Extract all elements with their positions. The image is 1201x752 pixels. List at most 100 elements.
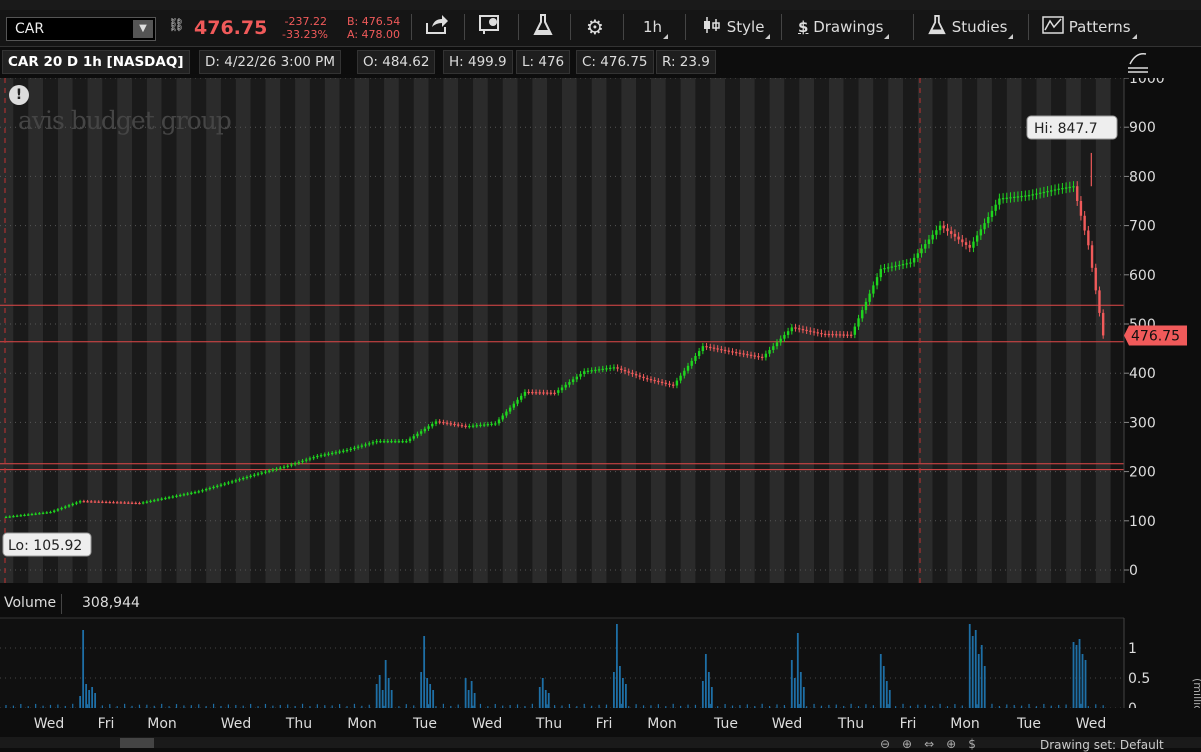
volume-bar: [220, 705, 222, 708]
candle-body: [45, 512, 48, 514]
candle-body: [90, 501, 93, 503]
candle-body: [924, 244, 927, 249]
volume-bar: [12, 705, 15, 708]
flag-button[interactable]: [478, 13, 502, 41]
candle-body: [508, 407, 512, 412]
candle-body: [1061, 188, 1064, 190]
session-band: [13, 78, 29, 583]
price-tick-label: 700: [1129, 219, 1156, 235]
trend-draw-icon: [1128, 52, 1148, 73]
volume-bar: [783, 705, 785, 708]
patterns-button[interactable]: Patterns: [1042, 13, 1137, 41]
candle-body: [675, 380, 679, 386]
candle-body: [371, 442, 375, 444]
candle-body: [345, 449, 349, 452]
candle-body: [316, 455, 319, 458]
volume-bar: [423, 636, 426, 708]
link-icon[interactable]: ⛓: [168, 18, 185, 36]
candle-body: [293, 463, 297, 465]
candle-body: [342, 450, 345, 452]
session-band: [858, 78, 874, 583]
menu-button[interactable]: [120, 738, 154, 748]
candle-body: [727, 350, 730, 352]
aggregation-button[interactable]: 1h: [643, 13, 669, 41]
candle-body: [223, 483, 226, 485]
candle-body: [41, 512, 45, 514]
volume-bar: [5, 705, 7, 708]
volume-bar: [339, 704, 341, 708]
candle-body: [938, 225, 942, 231]
candle-body: [531, 392, 534, 394]
flask-icon: [928, 14, 946, 35]
flask-button[interactable]: [532, 13, 554, 41]
candle-body: [334, 452, 338, 454]
style-button[interactable]: Style: [702, 13, 771, 41]
candle-body: [827, 333, 831, 336]
candle-body: [271, 469, 275, 471]
volume-bar: [746, 704, 748, 708]
candle-body: [772, 346, 775, 350]
candle-body: [760, 356, 764, 358]
bottom-tool-icons[interactable]: ⊖⊕⇔⊕$: [880, 737, 988, 751]
candle-body: [794, 327, 797, 329]
volume-bar: [739, 705, 741, 708]
candle-body: [927, 239, 931, 245]
session-band: [487, 78, 503, 583]
price-tick-label: 400: [1129, 366, 1156, 382]
candle-body: [1090, 245, 1094, 268]
drawings-button[interactable]: $ Drawings: [798, 13, 890, 41]
price-chart[interactable]: Hi: 847.7Lo: 105.92010020030040050060070…: [0, 78, 1201, 738]
candle-body: [898, 264, 901, 267]
studies-button[interactable]: Studies: [927, 13, 1014, 41]
chart-title: CAR 20 D 1h [NASDAQ]: [2, 50, 190, 74]
candle-body: [987, 216, 990, 224]
candle-body: [612, 367, 616, 369]
share-button[interactable]: [425, 13, 449, 41]
volume-bar: [467, 690, 470, 708]
volume-bar: [473, 693, 476, 708]
session-band: [72, 78, 88, 583]
volume-bar: [20, 703, 22, 708]
candle-body: [753, 355, 756, 357]
candle-body: [141, 502, 145, 504]
drawing-tool-button[interactable]: [1124, 50, 1160, 74]
gear-icon: ⚙: [586, 15, 604, 39]
candle-body: [601, 368, 604, 370]
candle-body: [875, 277, 879, 286]
candle-body: [312, 457, 315, 459]
candle-body: [634, 374, 638, 376]
candle-body: [946, 228, 949, 232]
candle-body: [668, 383, 671, 385]
candle-body: [545, 392, 549, 394]
candle-body: [757, 356, 760, 358]
chevron-down-icon[interactable]: ▼: [133, 20, 153, 38]
price-tick-label: 200: [1129, 465, 1156, 481]
alert-icon[interactable]: !: [9, 85, 29, 105]
divider: [570, 14, 571, 40]
session-band: [220, 78, 236, 583]
volume-bar: [146, 704, 148, 708]
volume-bar: [991, 703, 993, 708]
candle-body: [130, 502, 134, 504]
volume-bar: [432, 690, 435, 708]
symbol-input[interactable]: CAR ▼: [6, 17, 156, 41]
volume-bar: [242, 705, 244, 708]
candle-body: [264, 471, 267, 473]
candle-body: [812, 331, 816, 333]
candle-body: [679, 375, 682, 381]
settings-button[interactable]: ⚙: [586, 13, 604, 41]
volume-bar: [42, 705, 44, 708]
candle-body: [838, 334, 842, 336]
volume-bar: [843, 705, 845, 708]
candle-body: [360, 445, 364, 447]
candle-body: [201, 490, 204, 492]
volume-bar: [109, 704, 111, 708]
volume-bar: [621, 678, 624, 708]
time-tick-label: Mon: [647, 716, 677, 732]
session-band: [458, 78, 474, 583]
candle-body: [950, 231, 953, 234]
candle-body: [642, 376, 645, 379]
session-band: [265, 78, 281, 583]
session-band: [725, 78, 740, 583]
candle-body: [138, 502, 141, 505]
